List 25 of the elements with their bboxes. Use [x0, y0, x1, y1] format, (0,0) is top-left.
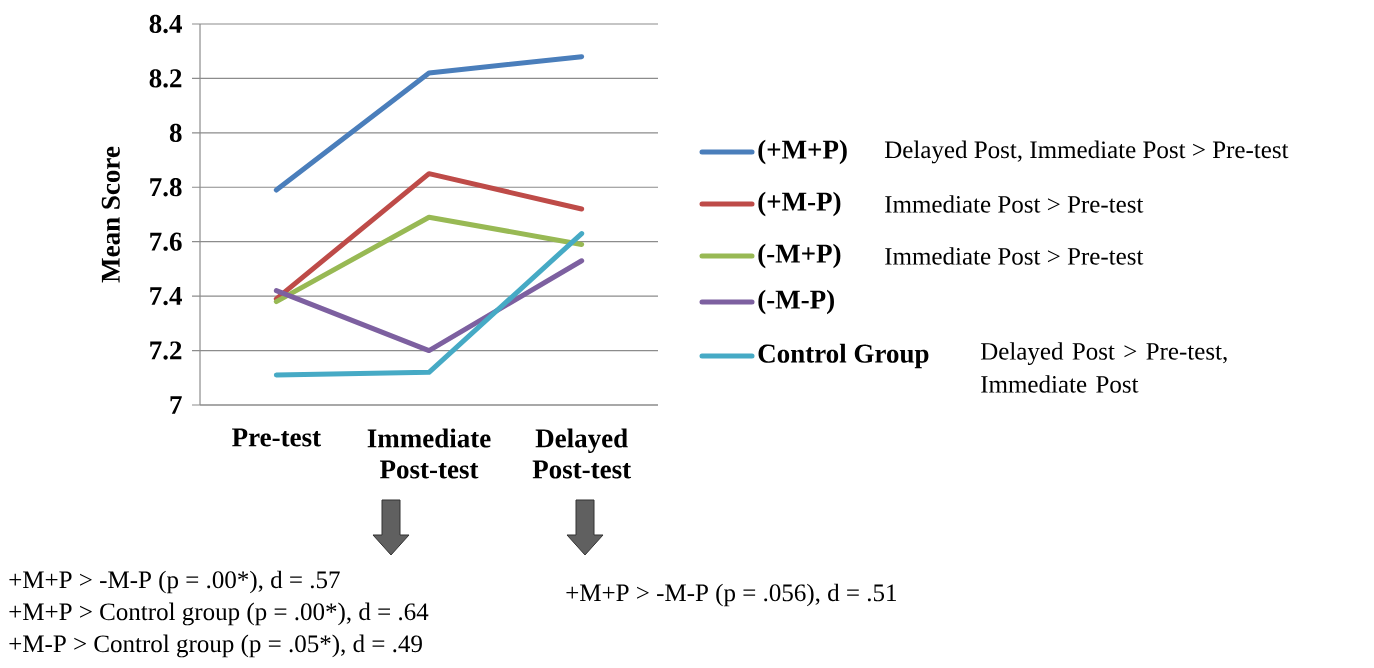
y-tick-label: 8.2	[149, 69, 182, 88]
text: Immediate Post > Pre-test	[885, 195, 1144, 213]
y-tick-label: 8	[169, 123, 182, 142]
y-tick-label: 7.2	[150, 341, 182, 360]
text: +M-P > Control group (p = .05*), d = .49	[9, 634, 422, 658]
y-tick-label: 8.4	[149, 14, 182, 34]
text: +M+P > -M-P (p = .00*), d = .57	[9, 570, 340, 594]
text: Immediate Post > Pre-test	[885, 247, 1144, 265]
y-tick-label: 7.8	[150, 178, 182, 197]
x-tick-label: Immediate Post-test	[367, 428, 491, 479]
y-tick-label: 7.6	[150, 232, 182, 251]
y-axis-title: Mean Score	[101, 146, 120, 283]
legend-label: (+M-P)	[758, 191, 841, 217]
y-tick-label: 7	[170, 396, 182, 414]
legend-label: (-M-P)	[758, 289, 834, 315]
x-tick-label: Pre-test	[232, 428, 321, 447]
text: Delayed Post, Immediate Post > Pre-test	[884, 140, 1289, 164]
text: +M+P > -M-P (p = .056), d = .51	[566, 583, 896, 607]
legend-label: Control Group	[758, 343, 929, 369]
text: +M+P > Control group (p = .00*), d = .64	[9, 602, 429, 626]
text: Delayed Post > Pre-test, Immediate Post	[980, 342, 1227, 393]
legend-label: (-M+P)	[758, 243, 841, 269]
y-tick-label: 7.4	[150, 287, 182, 306]
legend-label: (+M+P)	[758, 139, 847, 165]
x-tick-label: Delayed Post-test	[532, 428, 632, 479]
